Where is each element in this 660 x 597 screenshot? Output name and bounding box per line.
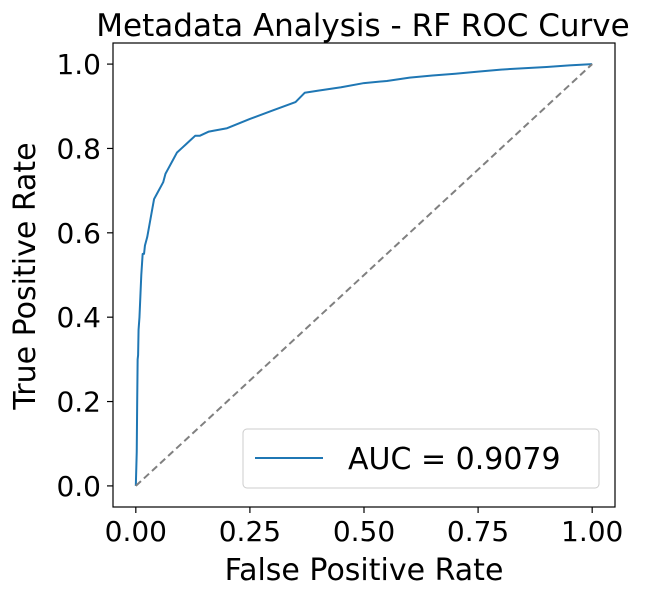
y-tick-label: 0.4 bbox=[56, 301, 101, 334]
y-tick-label: 0.6 bbox=[56, 217, 101, 250]
roc-curve-line bbox=[134, 63, 593, 486]
y-axis-label: True Positive Rate bbox=[8, 142, 43, 410]
legend: AUC = 0.9079 bbox=[242, 428, 600, 489]
chance-line bbox=[135, 63, 593, 487]
plot-area: 0.00 0.25 0.50 0.75 1.00 0.0 0.2 0.4 0.6 0.8 1.0 bbox=[56, 42, 623, 548]
y-tick-label: 1.0 bbox=[56, 48, 101, 81]
y-tick-label: 0.0 bbox=[56, 470, 101, 503]
x-tick-label: 1.00 bbox=[561, 515, 623, 548]
x-axis-label: False Positive Rate bbox=[225, 553, 504, 588]
y-tick-label: 0.8 bbox=[56, 132, 101, 165]
x-tick-label: 0.50 bbox=[333, 515, 395, 548]
legend-box bbox=[242, 428, 600, 489]
chart-title: Metadata Analysis - RF ROC Curve bbox=[96, 8, 629, 44]
x-tick-label: 0.00 bbox=[105, 515, 167, 548]
x-tick-label: 0.25 bbox=[219, 515, 281, 548]
legend-label: AUC = 0.9079 bbox=[348, 442, 561, 477]
y-tick-label: 0.2 bbox=[56, 386, 101, 419]
x-tick-label: 0.75 bbox=[447, 515, 509, 548]
